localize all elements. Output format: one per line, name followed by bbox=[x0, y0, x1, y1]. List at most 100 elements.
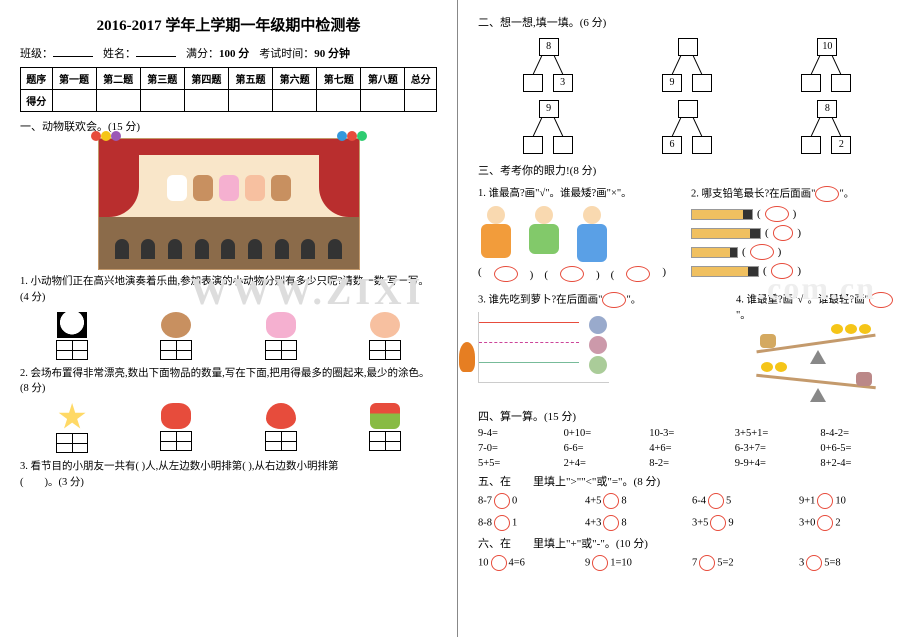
compare-item: 6-45 bbox=[692, 493, 789, 509]
pig-icon bbox=[370, 312, 400, 338]
bond-bl bbox=[523, 136, 543, 154]
kid-icon bbox=[577, 224, 607, 262]
name-label: 姓名： bbox=[103, 48, 136, 60]
answer-oval bbox=[494, 266, 518, 282]
score-col: 第七题 bbox=[317, 68, 361, 90]
q3-text-a: 3. 看节目的小朋友一共有( bbox=[20, 461, 139, 472]
time-value: 90 分钟 bbox=[314, 48, 350, 60]
flowers-left bbox=[91, 131, 121, 171]
panda-icon bbox=[57, 312, 87, 338]
bond-br bbox=[692, 74, 712, 92]
sec3-q3b: "。 bbox=[626, 294, 641, 305]
dog-icon bbox=[760, 334, 776, 348]
blank-circle bbox=[817, 515, 833, 531]
right-column: .com.cn 二、想一想,填一填。(6 分) 83 9 10 9 6 82 三… bbox=[458, 0, 916, 637]
operator-item: 35=8 bbox=[799, 555, 896, 571]
animal-count-row bbox=[20, 312, 437, 360]
bond-br bbox=[692, 136, 712, 154]
score-col: 第一题 bbox=[52, 68, 96, 90]
bond-br bbox=[831, 74, 851, 92]
answer-oval bbox=[626, 266, 650, 282]
sec6-heading: 六、在 里填上"+"或"-"。(10 分) bbox=[478, 535, 896, 551]
sec2-heading: 二、想一想,填一填。(6 分) bbox=[478, 14, 896, 30]
operator-item: 91=10 bbox=[585, 555, 682, 571]
score-col: 总分 bbox=[405, 68, 437, 90]
answer-box bbox=[265, 340, 297, 360]
blank-circle bbox=[491, 555, 507, 571]
fullscore-value: 100 分 bbox=[219, 48, 249, 60]
calc-item: 6-3+7= bbox=[735, 443, 811, 454]
bee-icon bbox=[859, 324, 871, 334]
score-col: 第三题 bbox=[140, 68, 184, 90]
number-bond: 82 bbox=[795, 100, 857, 154]
number-bond: 83 bbox=[517, 38, 579, 92]
bond-bl: 6 bbox=[662, 136, 682, 154]
answer-oval bbox=[771, 263, 794, 279]
sec3-q3: 3. 谁先吃到萝卜?在后面画" bbox=[478, 294, 602, 305]
number-bonds-row2: 9 6 82 bbox=[478, 100, 896, 154]
score-col: 第四题 bbox=[184, 68, 228, 90]
calc-item: 9-9+4= bbox=[735, 458, 811, 469]
answer-box bbox=[369, 340, 401, 360]
score-col: 第六题 bbox=[273, 68, 317, 90]
pencil-icon bbox=[691, 266, 759, 277]
answer-oval bbox=[815, 186, 839, 202]
q3-text-c: ),从右边数小明排第 bbox=[248, 461, 338, 472]
score-cell bbox=[317, 90, 361, 112]
sec3-q2b: "。 bbox=[839, 188, 854, 199]
pencil-icon bbox=[691, 228, 761, 239]
blank-circle bbox=[708, 493, 724, 509]
score-cell bbox=[273, 90, 317, 112]
answer-box bbox=[160, 340, 192, 360]
sec3-heading: 三、考考你的眼力!(8 分) bbox=[478, 162, 896, 178]
stage-animals bbox=[149, 175, 309, 215]
score-cell bbox=[405, 90, 437, 112]
bond-top: 8 bbox=[817, 100, 837, 118]
number-bond: 6 bbox=[656, 100, 718, 154]
answer-oval bbox=[773, 225, 794, 241]
score-table: 题序 第一题 第二题 第三题 第四题 第五题 第六题 第七题 第八题 总分 得分 bbox=[20, 67, 437, 112]
flowers-right bbox=[337, 131, 367, 171]
q3-text-b: )人,从左边数小明排第( bbox=[142, 461, 246, 472]
bee-icon bbox=[831, 324, 843, 334]
compare-item: 3+02 bbox=[799, 515, 896, 531]
blank-circle bbox=[817, 493, 833, 509]
bond-top bbox=[678, 38, 698, 56]
calc-item: 2+4= bbox=[564, 458, 640, 469]
sec3-q2: 2. 哪支铅笔最长?在后面画" bbox=[691, 188, 815, 199]
calc-item: 8-4-2= bbox=[820, 428, 896, 439]
sec5-heading: 五、在 里填上">""<"或"="。(8 分) bbox=[478, 473, 896, 489]
operator-item: 104=6 bbox=[478, 555, 575, 571]
blank-circle bbox=[603, 515, 619, 531]
compare-item: 8-81 bbox=[478, 515, 575, 531]
answer-box bbox=[56, 340, 88, 360]
calc-item: 0+10= bbox=[564, 428, 640, 439]
kid-icon bbox=[529, 224, 559, 254]
answer-oval bbox=[765, 206, 789, 222]
number-bonds-row1: 83 9 10 bbox=[478, 38, 896, 92]
score-cell bbox=[184, 90, 228, 112]
pencil-icon bbox=[691, 247, 738, 258]
number-bond: 10 bbox=[795, 38, 857, 92]
info-line: 班级： 姓名： 满分：100 分 考试时间：90 分钟 bbox=[20, 45, 437, 61]
bond-bl bbox=[523, 74, 543, 92]
score-col: 第二题 bbox=[96, 68, 140, 90]
pencils: () () () () bbox=[691, 206, 801, 279]
calc-item: 8+2-4= bbox=[820, 458, 896, 469]
seesaw-1 bbox=[756, 328, 876, 364]
calc-item: 3+5+1= bbox=[735, 428, 811, 439]
blank-circle bbox=[592, 555, 608, 571]
class-blank bbox=[53, 56, 93, 57]
exam-title: 2016-2017 学年上学期一年级期中检测卷 bbox=[20, 14, 437, 35]
answer-oval bbox=[560, 266, 584, 282]
rabbit-icon bbox=[589, 316, 607, 334]
calc-item: 6-6= bbox=[564, 443, 640, 454]
sec3-q4b: "。 bbox=[736, 310, 751, 321]
bond-br: 3 bbox=[553, 74, 573, 92]
answer-box bbox=[369, 431, 401, 451]
score-col: 第八题 bbox=[361, 68, 405, 90]
seesaw-2 bbox=[756, 366, 876, 402]
stage-illustration bbox=[98, 138, 360, 270]
sec4-heading: 四、算一算。(15 分) bbox=[478, 408, 896, 424]
calc-item: 9-4= bbox=[478, 428, 554, 439]
